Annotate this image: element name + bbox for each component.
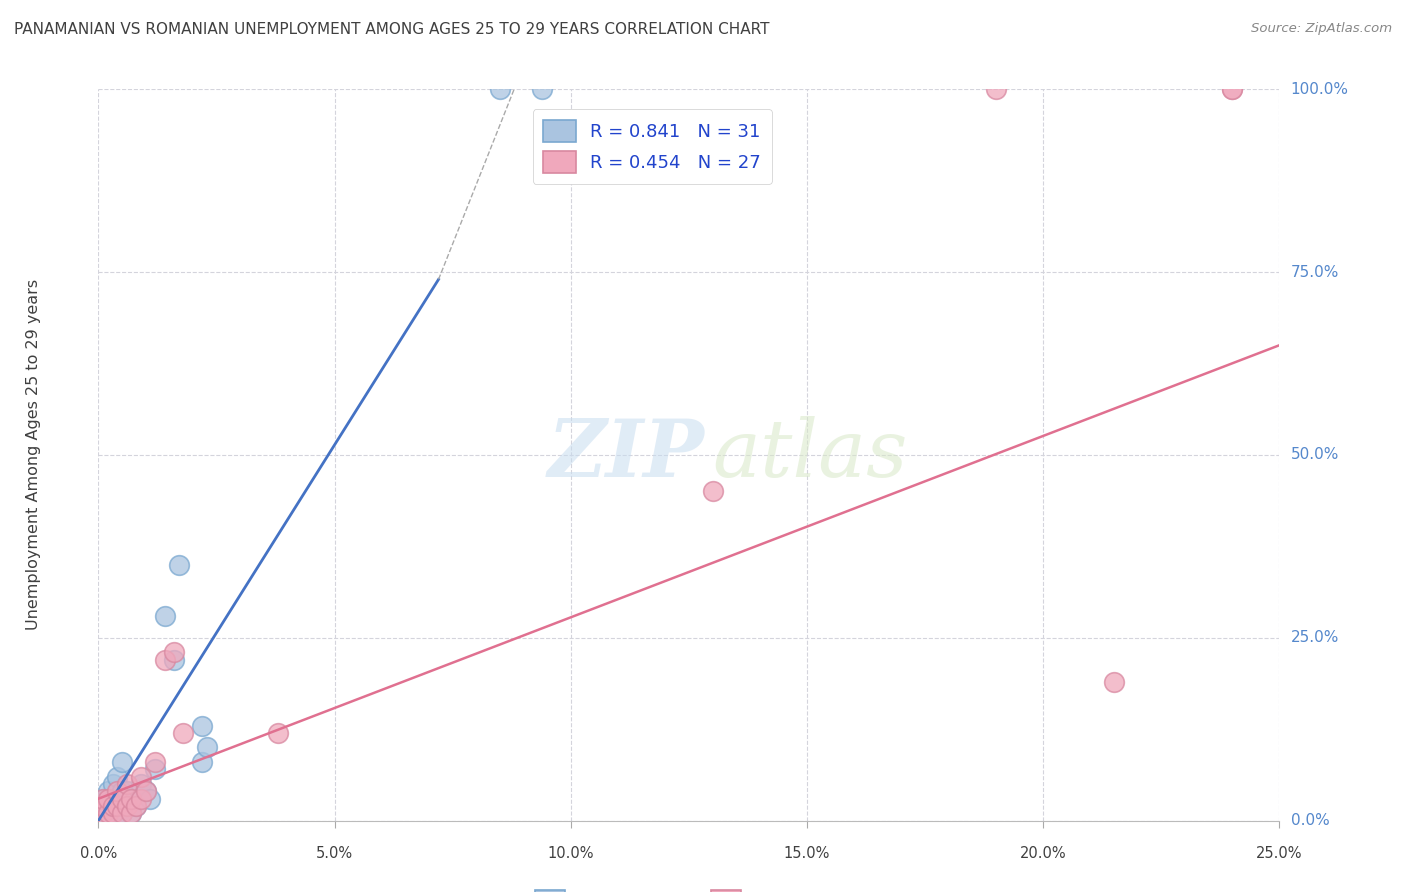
Text: 5.0%: 5.0%: [316, 846, 353, 861]
Point: [91, 806, 114, 821]
Point: [135, 784, 157, 798]
Text: 20.0%: 20.0%: [1019, 846, 1067, 861]
Point: [125, 799, 148, 814]
Point: [984, 82, 1007, 96]
Point: [115, 799, 138, 814]
Point: [97, 806, 120, 821]
Point: [105, 791, 128, 805]
Point: [163, 645, 186, 659]
Text: Source: ZipAtlas.com: Source: ZipAtlas.com: [1251, 22, 1392, 36]
Point: [139, 791, 162, 805]
Text: Unemployment Among Ages 25 to 29 years: Unemployment Among Ages 25 to 29 years: [25, 279, 41, 631]
Text: atlas: atlas: [713, 417, 908, 493]
Point: [91, 799, 114, 814]
Point: [111, 784, 134, 798]
Point: [191, 755, 214, 769]
Point: [101, 806, 124, 821]
Point: [105, 770, 128, 784]
Point: [129, 770, 152, 784]
Point: [121, 806, 143, 821]
Point: [143, 755, 166, 769]
Point: [115, 799, 138, 814]
Point: [105, 806, 128, 821]
Point: [531, 82, 554, 96]
Point: [195, 740, 218, 755]
Text: ZIP: ZIP: [547, 417, 704, 493]
Point: [129, 777, 152, 791]
Text: 10.0%: 10.0%: [547, 846, 595, 861]
Text: 75.0%: 75.0%: [1291, 265, 1339, 279]
Point: [1102, 674, 1125, 689]
Point: [101, 799, 124, 814]
Text: 50.0%: 50.0%: [1291, 448, 1339, 462]
Point: [111, 806, 134, 821]
Point: [267, 726, 290, 740]
Text: 25.0%: 25.0%: [1291, 631, 1339, 645]
Point: [1220, 82, 1243, 96]
Point: [143, 763, 166, 777]
Point: [153, 653, 176, 667]
Point: [121, 791, 143, 805]
Text: 0.0%: 0.0%: [1291, 814, 1329, 828]
Point: [153, 608, 176, 623]
Point: [115, 777, 138, 791]
Point: [135, 784, 157, 798]
Point: [101, 806, 124, 821]
Point: [191, 718, 214, 732]
Point: [125, 799, 148, 814]
Point: [91, 806, 114, 821]
Text: 25.0%: 25.0%: [1256, 846, 1303, 861]
Point: [489, 82, 512, 96]
Text: 15.0%: 15.0%: [785, 846, 830, 861]
Text: 100.0%: 100.0%: [1291, 82, 1348, 96]
Point: [163, 653, 186, 667]
Point: [1220, 82, 1243, 96]
Point: [111, 806, 134, 821]
Point: [97, 791, 120, 805]
Point: [101, 791, 124, 805]
Point: [121, 791, 143, 805]
Text: PANAMANIAN VS ROMANIAN UNEMPLOYMENT AMONG AGES 25 TO 29 YEARS CORRELATION CHART: PANAMANIAN VS ROMANIAN UNEMPLOYMENT AMON…: [14, 22, 769, 37]
Point: [101, 799, 124, 814]
Point: [101, 777, 124, 791]
Point: [105, 784, 128, 798]
Point: [121, 806, 143, 821]
Point: [167, 558, 190, 572]
Point: [91, 791, 114, 805]
Point: [91, 799, 114, 814]
Point: [105, 799, 128, 814]
Point: [111, 755, 134, 769]
Point: [97, 784, 120, 798]
Point: [172, 726, 194, 740]
Text: 0.0%: 0.0%: [80, 846, 117, 861]
Point: [129, 791, 152, 805]
Point: [97, 806, 120, 821]
Point: [115, 784, 138, 798]
Point: [91, 791, 114, 805]
Point: [702, 484, 724, 499]
Point: [111, 791, 134, 805]
Legend: Panamanians, Romanians: Panamanians, Romanians: [529, 884, 849, 892]
Point: [97, 799, 120, 814]
